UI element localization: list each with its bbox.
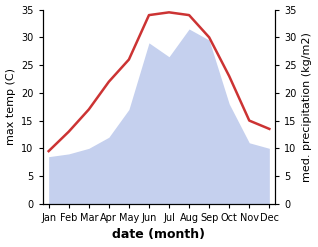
Y-axis label: max temp (C): max temp (C) [5,68,16,145]
X-axis label: date (month): date (month) [113,228,205,242]
Y-axis label: med. precipitation (kg/m2): med. precipitation (kg/m2) [302,32,313,182]
